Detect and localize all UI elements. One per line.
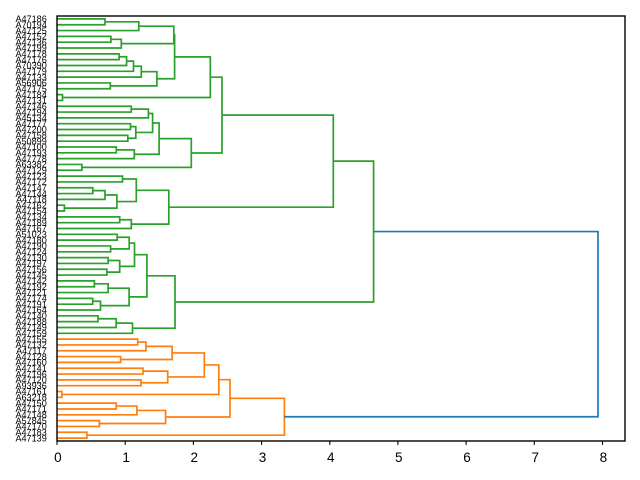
svg-text:A47134: A47134 bbox=[15, 212, 46, 222]
svg-text:A47179: A47179 bbox=[15, 67, 46, 77]
svg-text:A47131: A47131 bbox=[15, 96, 46, 106]
svg-text:7: 7 bbox=[531, 450, 539, 465]
svg-text:A47161: A47161 bbox=[15, 387, 46, 397]
svg-text:A47118: A47118 bbox=[16, 195, 47, 205]
svg-text:A57845: A57845 bbox=[15, 416, 46, 426]
svg-text:5: 5 bbox=[395, 450, 403, 465]
svg-text:A47120: A47120 bbox=[15, 375, 46, 385]
svg-text:A70390: A70390 bbox=[15, 61, 46, 71]
svg-text:A47158: A47158 bbox=[15, 131, 46, 141]
svg-text:A47123: A47123 bbox=[15, 171, 46, 181]
svg-text:A47190: A47190 bbox=[15, 241, 46, 251]
svg-text:A47199: A47199 bbox=[15, 43, 46, 53]
svg-text:A50899: A50899 bbox=[15, 136, 46, 146]
svg-text:A47192: A47192 bbox=[15, 282, 46, 292]
svg-text:A56906: A56906 bbox=[15, 78, 46, 88]
svg-text:A47178: A47178 bbox=[15, 49, 46, 59]
svg-text:A47174: A47174 bbox=[15, 294, 46, 304]
svg-text:A47183: A47183 bbox=[15, 427, 46, 437]
svg-text:A47152: A47152 bbox=[15, 32, 46, 42]
svg-text:A47170: A47170 bbox=[15, 422, 46, 432]
svg-text:A47197: A47197 bbox=[15, 259, 46, 269]
svg-text:A47167: A47167 bbox=[15, 224, 46, 234]
svg-text:A47144: A47144 bbox=[15, 189, 46, 199]
svg-text:A51023: A51023 bbox=[15, 230, 46, 240]
svg-text:A47154: A47154 bbox=[15, 206, 46, 216]
svg-text:A47117: A47117 bbox=[16, 346, 47, 356]
svg-text:A47145: A47145 bbox=[15, 270, 46, 280]
svg-text:A47100: A47100 bbox=[15, 142, 46, 152]
svg-text:A47128: A47128 bbox=[15, 352, 46, 362]
svg-text:A47156: A47156 bbox=[15, 264, 46, 274]
svg-text:A47172: A47172 bbox=[15, 177, 46, 187]
svg-text:A47162: A47162 bbox=[15, 200, 46, 210]
svg-text:A47189: A47189 bbox=[15, 218, 46, 228]
svg-text:A47147: A47147 bbox=[15, 183, 46, 193]
svg-text:A47160: A47160 bbox=[15, 358, 46, 368]
svg-text:A47180: A47180 bbox=[15, 235, 46, 245]
svg-text:0: 0 bbox=[54, 450, 62, 465]
svg-text:A47164: A47164 bbox=[15, 305, 46, 315]
svg-text:A47159: A47159 bbox=[15, 328, 46, 338]
svg-text:A47140: A47140 bbox=[15, 311, 46, 321]
svg-text:A47186: A47186 bbox=[15, 14, 46, 24]
svg-text:A47184: A47184 bbox=[15, 90, 46, 100]
svg-text:A93936: A93936 bbox=[15, 381, 46, 391]
svg-text:A47149: A47149 bbox=[15, 323, 46, 333]
svg-text:A47150: A47150 bbox=[15, 398, 46, 408]
svg-text:A47130: A47130 bbox=[15, 253, 46, 263]
svg-text:A47133: A47133 bbox=[15, 72, 46, 82]
svg-text:6: 6 bbox=[463, 450, 471, 465]
svg-text:A47136: A47136 bbox=[15, 37, 46, 47]
svg-text:A47132: A47132 bbox=[15, 340, 46, 350]
svg-text:A63218: A63218 bbox=[15, 393, 46, 403]
svg-text:A47188: A47188 bbox=[15, 317, 46, 327]
svg-text:A47129: A47129 bbox=[15, 165, 46, 175]
svg-text:A47193: A47193 bbox=[15, 148, 46, 158]
svg-text:A47141: A47141 bbox=[15, 363, 46, 373]
svg-text:A47177: A47177 bbox=[15, 119, 46, 129]
svg-text:A47171: A47171 bbox=[15, 404, 46, 414]
svg-text:A47200: A47200 bbox=[15, 125, 46, 135]
svg-text:A47176: A47176 bbox=[15, 55, 46, 65]
svg-text:A45134: A45134 bbox=[15, 113, 46, 123]
svg-text:A47191: A47191 bbox=[15, 299, 46, 309]
svg-text:A47196: A47196 bbox=[15, 369, 46, 379]
svg-text:A47175: A47175 bbox=[15, 84, 46, 94]
svg-text:2: 2 bbox=[191, 450, 199, 465]
svg-text:8: 8 bbox=[600, 450, 608, 465]
svg-text:A47146: A47146 bbox=[15, 101, 46, 111]
svg-text:A63382: A63382 bbox=[15, 160, 46, 170]
svg-text:A70194: A70194 bbox=[15, 20, 46, 30]
svg-text:A47148: A47148 bbox=[15, 410, 46, 420]
svg-text:A47124: A47124 bbox=[15, 247, 46, 257]
svg-text:A47778: A47778 bbox=[15, 154, 46, 164]
svg-text:A47125: A47125 bbox=[15, 26, 46, 36]
svg-text:A47139: A47139 bbox=[15, 433, 46, 443]
svg-text:1: 1 bbox=[122, 450, 130, 465]
svg-text:4: 4 bbox=[327, 450, 335, 465]
svg-text:A47194: A47194 bbox=[15, 107, 46, 117]
svg-text:3: 3 bbox=[259, 450, 267, 465]
svg-text:A47155: A47155 bbox=[15, 334, 46, 344]
svg-text:A47121: A47121 bbox=[15, 288, 46, 298]
svg-text:A47142: A47142 bbox=[15, 276, 46, 286]
